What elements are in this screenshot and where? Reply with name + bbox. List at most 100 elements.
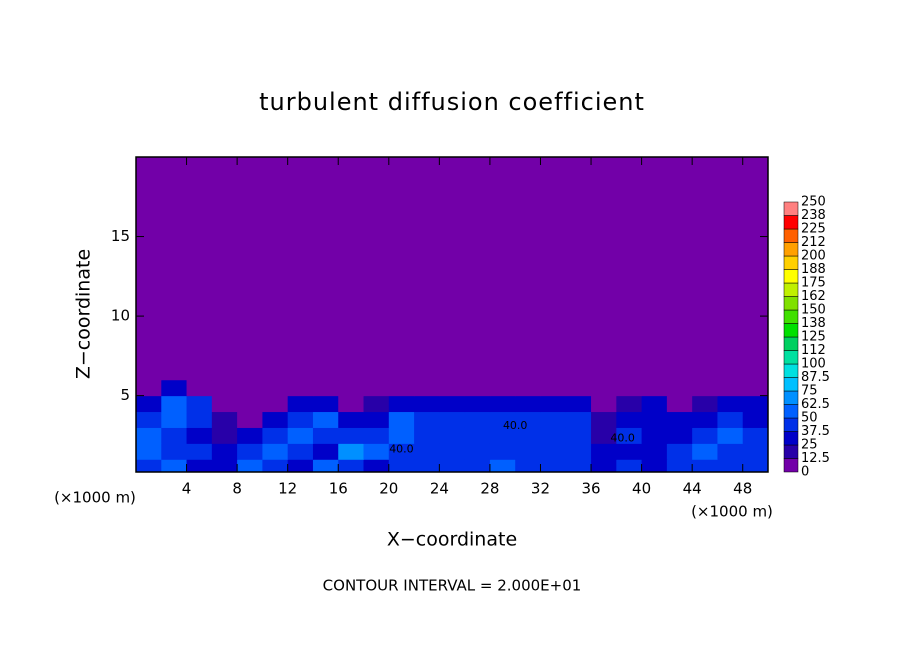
field-cell (565, 427, 592, 444)
x-tick-label: 28 (480, 480, 499, 498)
colorbar-swatch (783, 431, 799, 446)
field-cell (540, 395, 567, 413)
field-cell (591, 459, 617, 473)
field-cell (262, 427, 289, 444)
field-cell (211, 395, 238, 413)
colorbar-swatch (783, 228, 799, 243)
field-cell (186, 411, 213, 428)
colorbar-label: 37.5 (801, 424, 830, 439)
field-cell (262, 379, 289, 397)
field-cell (237, 157, 263, 381)
colorbar-swatch (783, 215, 799, 230)
x-tick-label: 48 (733, 480, 752, 498)
field-cell (666, 395, 693, 413)
field-cell (388, 427, 415, 444)
field-cell (161, 459, 188, 473)
colorbar-swatch (783, 390, 799, 405)
colorbar-swatch (783, 417, 799, 432)
field-cell (211, 459, 238, 473)
field-cell (540, 427, 567, 444)
field-cell (742, 443, 769, 460)
field-cell (591, 379, 617, 397)
colorbar-label: 12.5 (801, 451, 830, 466)
field-cell (161, 379, 188, 397)
field-cell (565, 459, 592, 473)
x-unit-label: (×1000 m) (691, 503, 773, 521)
field-cell (616, 411, 643, 428)
field-cell (211, 443, 238, 460)
field-cell (136, 443, 162, 460)
field-cell (186, 427, 213, 444)
field-cell (312, 427, 339, 444)
field-cell (136, 427, 162, 444)
colorbar-swatch (783, 296, 799, 311)
field-cell (211, 427, 238, 444)
field-cell (211, 157, 238, 381)
colorbar-swatch (783, 377, 799, 392)
colorbar-swatch (783, 363, 799, 378)
field-cell (388, 395, 415, 413)
field-cell (338, 411, 365, 428)
field-cell (742, 379, 769, 397)
colorbar-label: 212 (801, 235, 826, 250)
field-cell (489, 411, 516, 428)
field-cell (489, 443, 516, 460)
y-tick-label: 5 (120, 386, 130, 404)
field-cell (237, 395, 263, 413)
field-cell (439, 459, 466, 473)
field-cell (363, 395, 390, 413)
field-cell (616, 443, 643, 460)
field-cell (666, 459, 693, 473)
field-cell (414, 379, 440, 397)
contour-label: 40.0 (610, 432, 635, 445)
x-tick-label: 16 (329, 480, 348, 498)
field-cell (464, 427, 491, 444)
field-cell (489, 379, 516, 397)
colorbar-label: 238 (801, 208, 826, 223)
field-cell (136, 379, 162, 397)
field-cell (363, 379, 390, 397)
field-cell (363, 427, 390, 444)
field-cell (742, 411, 769, 428)
field-cell (616, 459, 643, 473)
field-cell (312, 411, 339, 428)
field-cell (414, 459, 440, 473)
field-cell (742, 459, 769, 473)
field-cell (717, 427, 744, 444)
field-cell (717, 411, 744, 428)
field-cell (161, 443, 188, 460)
field-cell (666, 427, 693, 444)
field-cell (692, 157, 718, 381)
field-cell (515, 443, 541, 460)
colorbar-label: 138 (801, 316, 826, 331)
field-cell (312, 443, 339, 460)
footer: CONTOUR INTERVAL = 2.000E+01 (323, 577, 582, 595)
field-cell (666, 157, 693, 381)
colorbar-swatch (783, 458, 799, 473)
field-cell (489, 459, 516, 473)
x-tick-label: 44 (683, 480, 702, 498)
colorbar-label: 150 (801, 303, 826, 318)
field-cell (489, 395, 516, 413)
field-cell (287, 395, 314, 413)
field-cell (338, 443, 365, 460)
field-cell (641, 395, 668, 413)
field-cell (717, 395, 744, 413)
field-cell (742, 157, 769, 381)
colorbar-label: 0 (801, 465, 809, 480)
field-cell (363, 411, 390, 428)
field-cell (312, 459, 339, 473)
field-cell (717, 157, 744, 381)
field-cell (641, 157, 668, 381)
field-cell (641, 459, 668, 473)
field-cell (540, 443, 567, 460)
field-cell (641, 411, 668, 428)
y-tick-label: 15 (111, 227, 130, 245)
field-cell (641, 427, 668, 444)
field-cell (237, 379, 263, 397)
colorbar-label: 175 (801, 276, 826, 291)
x-tick-label: 8 (232, 480, 242, 498)
field-cell (439, 427, 466, 444)
field-cell (717, 379, 744, 397)
field-cell (237, 459, 263, 473)
